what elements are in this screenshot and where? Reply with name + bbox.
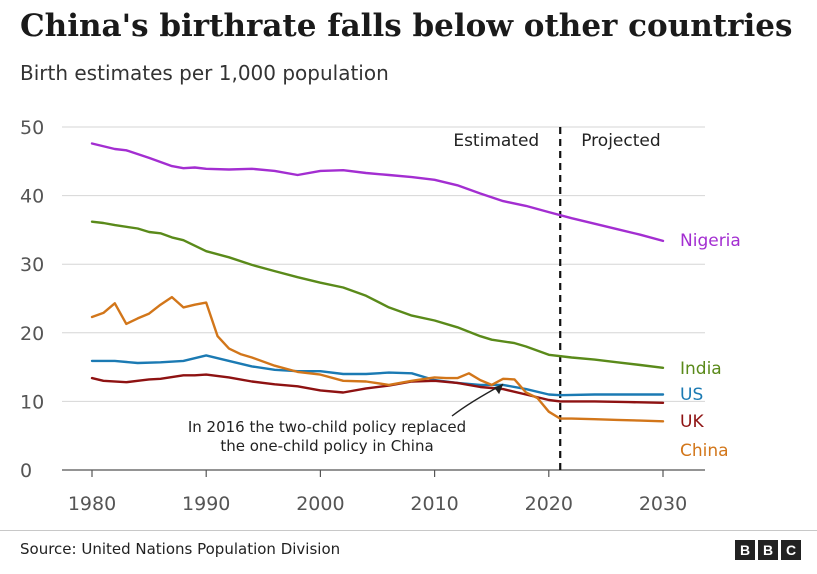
y-tick-label-0: 0: [20, 460, 32, 482]
series-label-us: US: [680, 385, 703, 405]
series-line-uk: [90, 373, 665, 404]
series-label-uk: UK: [680, 412, 704, 432]
policy-annotation: In 2016 the two-child policy replacedthe…: [188, 383, 504, 455]
bbc-logo-letter-b1: B: [735, 540, 755, 560]
bbc-logo: B B C: [735, 540, 801, 560]
y-tick-label-10: 10: [20, 391, 44, 413]
series-line-india: [90, 220, 665, 369]
series-label-india: India: [680, 359, 722, 379]
x-tick-label-1990: 1990: [182, 493, 230, 515]
projected-label: Projected: [581, 131, 660, 151]
series-lines: [90, 142, 665, 423]
x-tick-label-2020: 2020: [525, 493, 573, 515]
x-tick-label-1980: 1980: [68, 493, 116, 515]
series-line-china: [90, 295, 665, 423]
y-tick-label-20: 20: [20, 323, 44, 345]
estimated-label: Estimated: [453, 131, 539, 151]
grid-lines: [62, 126, 705, 402]
y-tick-label-50: 50: [20, 117, 44, 139]
estimate-projection-divider: Estimated Projected: [453, 127, 661, 470]
y-tick-label-30: 30: [20, 254, 44, 276]
chart-title: China's birthrate falls below other coun…: [20, 8, 793, 44]
x-tick-label-2010: 2010: [410, 493, 458, 515]
annotation-text-line-2: the one-child policy in China: [220, 437, 433, 455]
source-note: Source: United Nations Population Divisi…: [20, 540, 341, 558]
x-tick-label-2000: 2000: [296, 493, 344, 515]
series-line-nigeria: [90, 142, 665, 243]
series-label-nigeria: Nigeria: [680, 231, 741, 251]
y-tick-label-40: 40: [20, 186, 44, 208]
x-tick-label-2030: 2030: [639, 493, 687, 515]
annotation-arrowhead: [494, 384, 504, 395]
annotation-text-line-1: In 2016 the two-child policy replaced: [188, 418, 466, 436]
series-line-us: [90, 354, 665, 397]
chart-subtitle: Birth estimates per 1,000 population: [20, 61, 389, 85]
bbc-logo-letter-b2: B: [758, 540, 778, 560]
bbc-logo-letter-c: C: [781, 540, 801, 560]
series-labels: Nigeria India US UK China: [680, 231, 741, 461]
series-label-china: China: [680, 441, 729, 461]
footer-divider: [0, 530, 817, 531]
